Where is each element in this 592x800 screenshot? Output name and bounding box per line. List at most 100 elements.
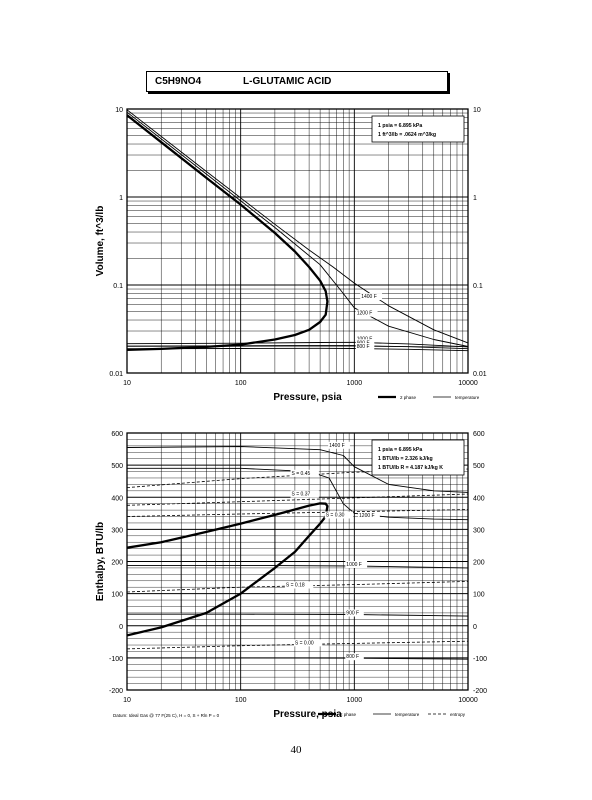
conversion-box	[371, 439, 465, 476]
y-axis-title: Volume, ft^3/lb	[95, 206, 106, 277]
y-tick-label-right: 500	[473, 463, 485, 470]
curve-annotation: S = 0.00	[295, 640, 314, 646]
y-tick-label-right: 200	[473, 560, 485, 567]
plot-frame	[126, 108, 469, 374]
y-tick-label: 500	[111, 463, 123, 470]
x-axis-title: Pressure, psia	[273, 709, 342, 720]
curve-annotation: S = 0.30	[326, 513, 345, 519]
y-tick-label: 600	[111, 431, 123, 438]
y-tick-label: 10	[115, 107, 123, 114]
y-tick-label-right: 100	[473, 592, 485, 599]
series-line	[127, 467, 469, 521]
annotation-bg	[345, 560, 368, 568]
y-tick-label-right: 300	[473, 527, 485, 534]
series-line	[126, 111, 469, 347]
x-tick-label: 1000	[347, 697, 363, 704]
series-line	[126, 446, 469, 493]
y-tick-label-right: 400	[473, 495, 485, 502]
compound-title-box: C5H9NO4 L-GLUTAMIC ACID	[146, 71, 448, 92]
curve-annotation: 800 F	[357, 344, 370, 350]
y-tick-label-right: -100	[473, 656, 487, 663]
x-tick-label: 100	[235, 380, 247, 387]
annotation-bg	[355, 335, 378, 343]
annotation-bg	[355, 339, 375, 347]
compound-name: L-GLUTAMIC ACID	[243, 76, 332, 87]
y-tick-label-right: 1	[473, 195, 477, 202]
series-line	[126, 493, 469, 506]
annotation-bg	[358, 512, 380, 520]
series-line	[126, 341, 469, 348]
conversion-text: 1 psia = 6.895 kPa	[378, 123, 422, 129]
y-tick-label-right: 0.1	[473, 283, 483, 290]
x-tick-label: 1000	[347, 380, 363, 387]
y-tick-label: 400	[111, 495, 123, 502]
series-line	[126, 509, 469, 517]
y-axis-title: Enthalpy, BTU/lb	[95, 522, 106, 601]
y-tick-label-right: 600	[473, 431, 485, 438]
page-number: 40	[290, 744, 302, 756]
annotation-bg	[345, 609, 364, 617]
legend-label: entropy	[450, 712, 466, 717]
legend-label: 2 phase	[340, 712, 357, 717]
y-tick-label-right: -200	[473, 688, 487, 695]
y-tick-label: 0.1	[113, 283, 123, 290]
conversion-text: 1 BTU/lb = 2.326 kJ/kg	[378, 456, 433, 462]
curve-annotation: 1400 F	[329, 443, 345, 449]
conversion-text: 1 psia = 6.895 kPa	[378, 447, 422, 453]
x-tick-label: 100	[235, 697, 247, 704]
annotation-bg	[284, 581, 314, 589]
series-line	[126, 109, 469, 344]
compound-formula: C5H9NO4	[155, 76, 202, 87]
y-tick-label: 0.01	[109, 371, 123, 378]
series-line	[126, 114, 329, 352]
annotation-bg	[324, 511, 354, 519]
annotation-bg	[328, 441, 350, 449]
annotation-bg	[293, 639, 323, 647]
series-line	[126, 344, 469, 350]
curve-annotation: S = 0.18	[286, 583, 305, 589]
series-line	[127, 613, 469, 617]
conversion-text: 1 BTU/lb R = 4.187 kJ/kg K	[378, 465, 443, 471]
curve-annotation: 1200 F	[359, 513, 375, 519]
series-line	[127, 657, 469, 660]
x-tick-label: 10	[123, 380, 131, 387]
legend-label: 2 phase	[400, 395, 417, 400]
x-axis-title: Pressure, psia	[273, 392, 342, 403]
x-tick-label: 10	[123, 697, 131, 704]
x-tick-label: 10000	[458, 380, 478, 387]
x-tick-label: 10000	[458, 697, 478, 704]
y-tick-label: -100	[109, 656, 123, 663]
annotation-bg	[290, 490, 319, 498]
y-tick-label-right: 0	[473, 624, 477, 631]
y-tick-label: 200	[111, 560, 123, 567]
y-tick-label-right: 0.01	[473, 371, 487, 378]
curve-annotation: 1400 F	[361, 294, 377, 300]
annotation-bg	[345, 653, 364, 661]
datum-note: Datum: Ideal Gas @ 77 F(25 C), H = 0, S …	[113, 713, 220, 718]
annotation-bg	[355, 343, 375, 351]
y-tick-label: 100	[111, 592, 123, 599]
curve-annotation: 1200 F	[357, 311, 373, 317]
y-tick-label: 0	[119, 624, 123, 631]
curve-annotation: S = 0.45	[291, 471, 310, 477]
series-line	[127, 564, 469, 569]
series-line	[126, 502, 329, 637]
annotation-bg	[355, 309, 378, 317]
annotation-bg	[290, 469, 319, 477]
curve-annotation: 900 F	[346, 611, 359, 617]
annotation-bg	[360, 293, 383, 301]
curve-annotation: 1000 F	[346, 562, 362, 568]
y-tick-label: 300	[111, 527, 123, 534]
plot-frame	[126, 432, 469, 691]
y-tick-label: 1	[119, 195, 123, 202]
y-tick-label: -200	[109, 688, 123, 695]
legend-label: temperature	[395, 712, 420, 717]
legend-label: temperature	[455, 395, 480, 400]
series-line	[126, 347, 469, 352]
curve-annotation: 800 F	[346, 654, 359, 660]
conversion-box	[371, 115, 465, 143]
y-tick-label-right: 10	[473, 107, 481, 114]
curve-annotation: S = 0.37	[291, 492, 310, 498]
